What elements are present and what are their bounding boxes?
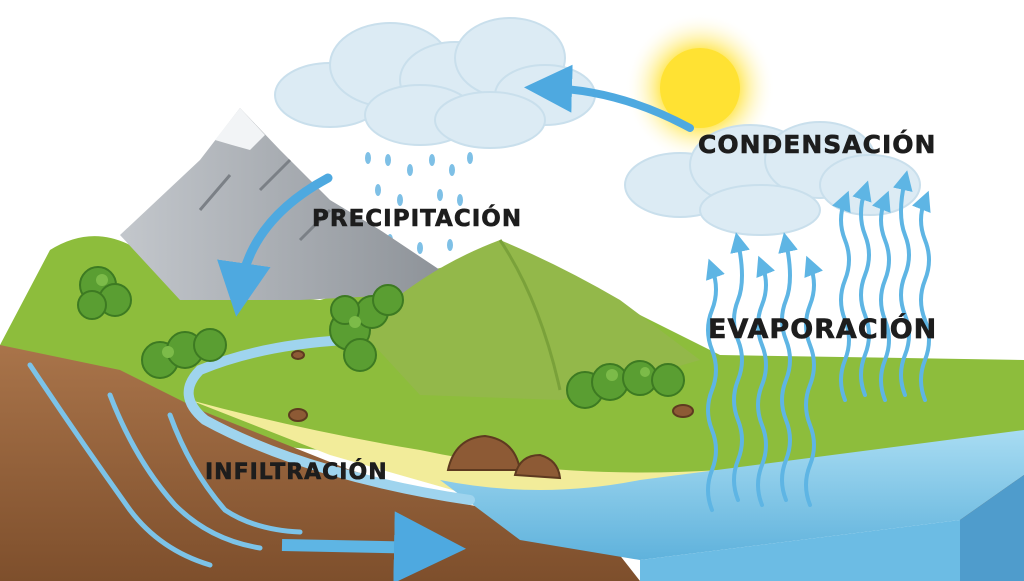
clouds-top	[274, 17, 596, 149]
evaporation-arrows	[706, 170, 931, 512]
green-hill	[360, 240, 700, 400]
river	[183, 335, 475, 505]
precipitation-arrow	[217, 173, 333, 317]
infiltration-channels	[27, 362, 303, 568]
infiltration-label: INFILTRACIÓN	[205, 460, 388, 486]
precipitation-label: PRECIPITACIÓN	[312, 206, 523, 233]
evaporation-label: EVAPORACIÓN	[708, 314, 938, 346]
condensation-arrow	[524, 64, 694, 132]
rocks	[288, 350, 694, 480]
lake	[440, 430, 1024, 560]
mountain	[120, 108, 440, 300]
groundwater-arrow	[281, 511, 466, 581]
condensation-label: CONDENSACIÓN	[698, 130, 937, 160]
bushes	[77, 266, 685, 409]
